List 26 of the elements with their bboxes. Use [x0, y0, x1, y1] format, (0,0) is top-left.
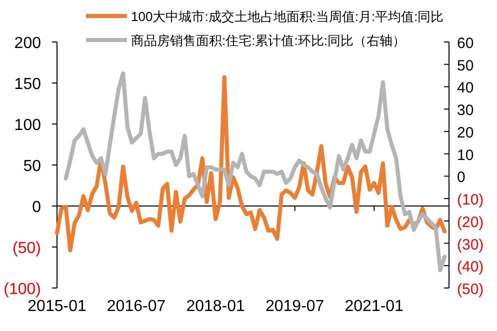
y2-tick-label: 0: [457, 169, 466, 186]
y2-tick-label: (40): [457, 258, 484, 276]
y-tick-label: 100: [14, 117, 42, 134]
y2-tick-label: (30): [457, 236, 484, 254]
y-tick-label: (100): [4, 281, 41, 298]
y2-tick-label: 40: [457, 80, 474, 97]
y2-tick-label: 60: [457, 35, 474, 52]
y-tick-label: 200: [14, 35, 42, 52]
y-tick-label: 0: [32, 199, 42, 216]
x-tick-label: 2018-01: [186, 298, 246, 315]
y-tick-label: (50): [12, 240, 41, 257]
y2-tick-label: (50): [457, 281, 484, 298]
y2-tick-label: (20): [457, 214, 484, 231]
legend-label: 商品房销售面积:住宅:累计值:环比:同比（右轴）: [131, 33, 406, 48]
y2-tick-label: 20: [457, 124, 474, 142]
y2-tick-label: (10): [457, 192, 484, 209]
legend-label: 100大中城市:成交土地占地面积:当周值:月:平均值:同比: [131, 9, 444, 24]
y-tick-label: 150: [14, 76, 42, 93]
y2-tick-label: 50: [457, 57, 474, 74]
x-tick-label: 2021-01: [344, 298, 404, 315]
x-tick-label: 2015-01: [28, 298, 86, 315]
y-tick-label: 50: [23, 158, 42, 175]
x-tick-label: 2016-07: [106, 298, 166, 315]
y2-tick-label: 10: [457, 146, 474, 164]
y2-tick-label: 30: [457, 102, 474, 120]
x-tick-label: 2019-07: [265, 298, 324, 315]
